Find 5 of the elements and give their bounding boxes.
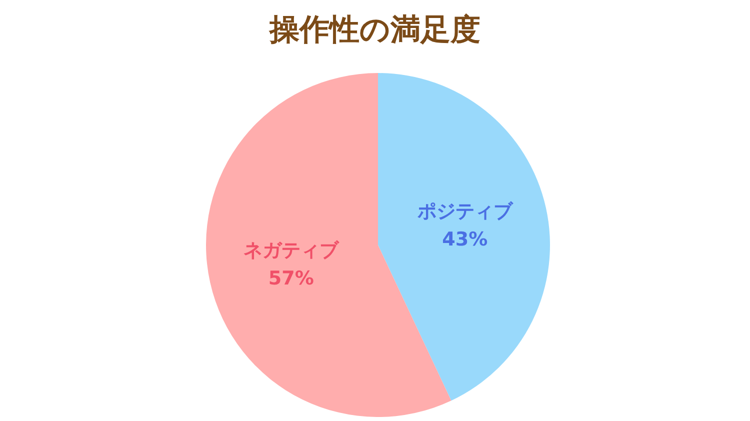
data-label: 43%: [442, 228, 488, 251]
slice-label: ネガティブ: [244, 239, 340, 262]
chart-title: 操作性の満足度: [268, 12, 480, 48]
data-label: 57%: [268, 267, 314, 290]
slice-label: ポジティブ: [416, 200, 514, 223]
